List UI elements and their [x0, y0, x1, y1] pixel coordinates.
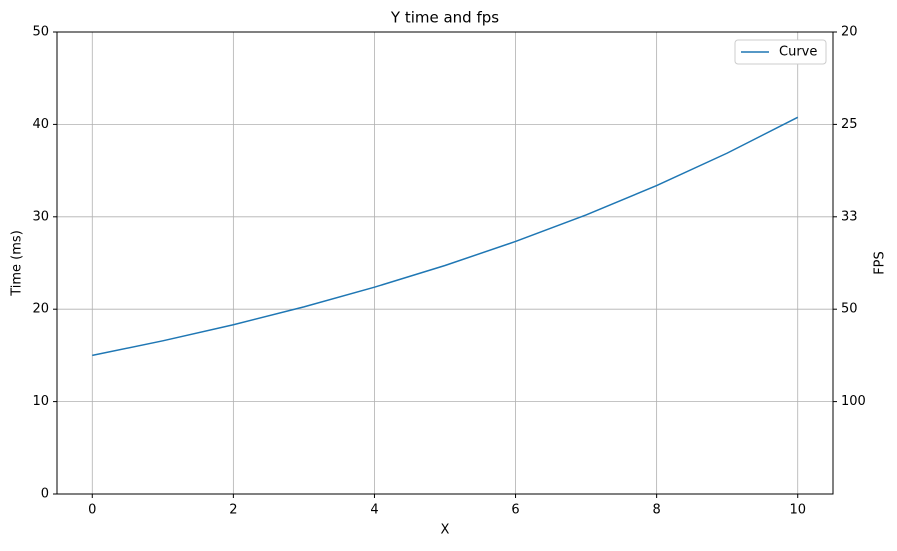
x-tick-label: 6	[511, 503, 519, 518]
x-tick-label: 2	[229, 503, 237, 518]
y2-tick-label: 50	[841, 302, 858, 317]
y-tick-label: 20	[32, 302, 49, 317]
y2-tick-label: 33	[841, 209, 858, 224]
chart-title: Y time and fps	[390, 9, 499, 27]
legend-box	[734, 39, 827, 65]
x-tick-label: 4	[370, 503, 378, 518]
y-tick-label: 10	[32, 394, 49, 409]
y2-tick-label: 100	[841, 394, 866, 409]
plot-frame	[56, 31, 834, 495]
line	[92, 116, 799, 357]
y-tick-label: 0	[41, 487, 49, 502]
x-tick-label: 0	[88, 503, 96, 518]
x-axis-label: X	[441, 523, 450, 538]
y2-tick-label: 25	[841, 117, 858, 132]
x-tick-label: 8	[652, 503, 660, 518]
legend-label: Curve	[779, 45, 817, 60]
y-tick-label: 50	[32, 25, 49, 40]
y-axis-label: Time (ms)	[10, 230, 25, 297]
y-tick-label: 40	[32, 117, 49, 132]
y2-axis-label: FPS	[873, 251, 888, 275]
x-tick-label: 10	[789, 503, 806, 518]
y2-tick-label: 20	[841, 25, 858, 40]
y-tick-label: 30	[32, 209, 49, 224]
